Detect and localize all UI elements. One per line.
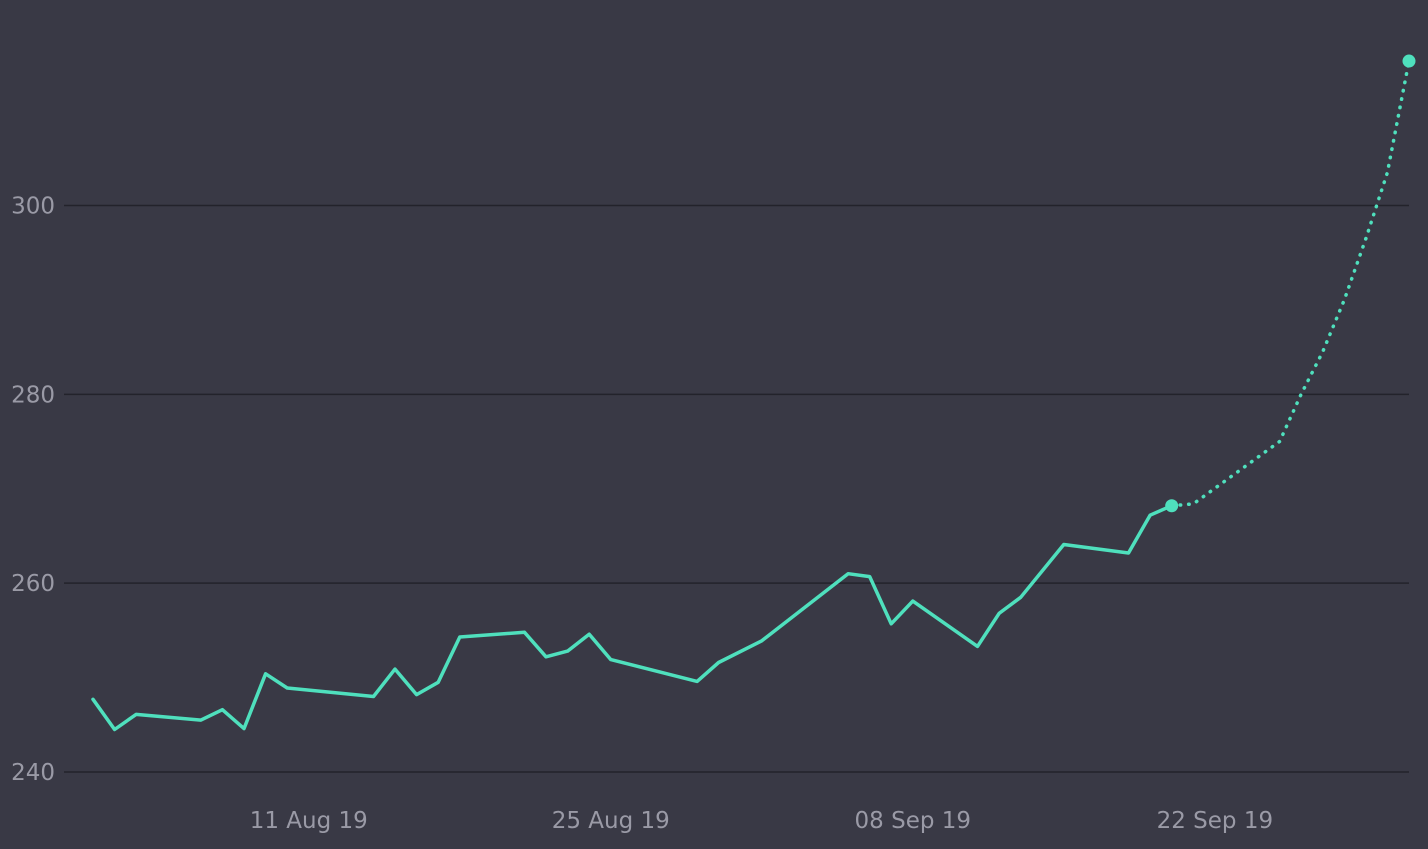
y-axis-labels: 240 260 280 300	[11, 194, 55, 787]
x-tick-label: 25 Aug 19	[552, 808, 670, 834]
y-tick-label: 260	[11, 571, 55, 597]
data-point-marker[interactable]	[1402, 54, 1416, 68]
x-tick-label: 22 Sep 19	[1157, 808, 1274, 834]
markers-layer	[1165, 54, 1416, 513]
actual-series-line	[91, 503, 1174, 732]
y-tick-label: 240	[11, 760, 55, 786]
data-point-marker[interactable]	[1165, 499, 1179, 513]
x-tick-label: 11 Aug 19	[250, 808, 368, 834]
x-axis-labels: 11 Aug 19 25 Aug 19 08 Sep 19 22 Sep 19	[250, 808, 1273, 834]
series-layer	[91, 59, 1411, 732]
x-tick-label: 08 Sep 19	[855, 808, 972, 834]
y-tick-label: 300	[11, 194, 55, 220]
forecast-series-line	[1169, 59, 1411, 508]
y-tick-label: 280	[11, 382, 55, 408]
gridlines	[64, 204, 1409, 773]
